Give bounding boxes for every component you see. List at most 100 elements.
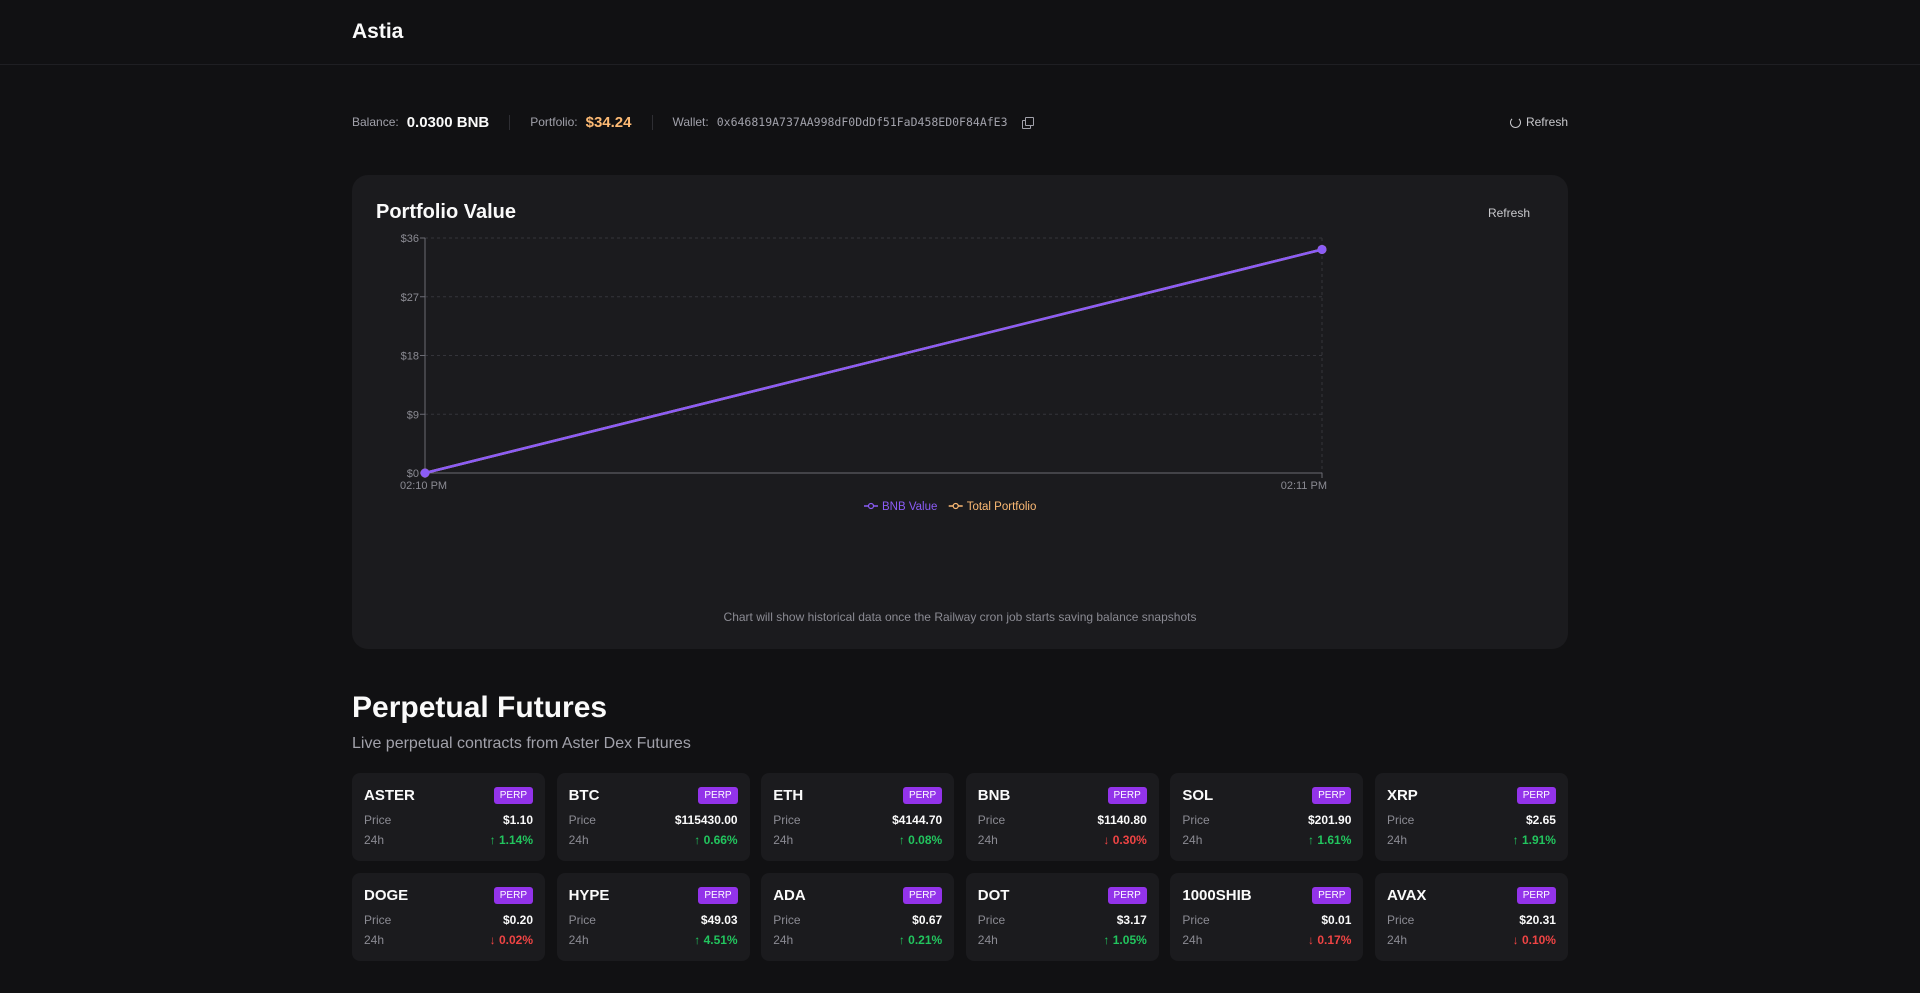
market-price: $4144.70	[892, 813, 943, 827]
change-row: 24h ↓ 0.17%	[1182, 933, 1351, 947]
tile-header: ETH PERP	[773, 785, 943, 805]
tile-header: ASTER PERP	[364, 785, 533, 805]
market-price: $201.90	[1307, 813, 1352, 827]
change-row: 24h ↑ 0.08%	[773, 833, 942, 847]
legend-label: BNB Value	[882, 501, 937, 513]
tile-header: DOT PERP	[978, 885, 1147, 905]
portfolio-value-card: Portfolio Value Refresh $0 $9 $18 $27 $36 02:…	[352, 175, 1568, 649]
portfolio-value: $34.24	[585, 113, 632, 131]
legend-marker	[952, 502, 959, 510]
market-tile-xrp[interactable]: XRP PERP Price $2.65 24h ↑ 1.91%	[1374, 773, 1568, 861]
market-price: $0.20	[502, 913, 533, 927]
price-row: Price $1.10	[364, 813, 533, 827]
portfolio-line-chart: $0 $9 $18 $27 $36 02:10 PM 02:11 PM BNB Value To…	[400, 233, 1327, 513]
price-row: Price $49.03	[569, 913, 738, 927]
change-label: 24h	[568, 933, 589, 947]
market-tile-hype[interactable]: HYPE PERP Price $49.03 24h ↑ 4.51%	[556, 873, 750, 961]
market-symbol: ETH	[773, 786, 804, 804]
market-tile-dot[interactable]: DOT PERP Price $3.17 24h ↑ 1.05%	[965, 873, 1159, 961]
refresh-button[interactable]: Refresh	[1509, 115, 1568, 129]
market-change: ↓ 0.17%	[1308, 933, 1352, 947]
market-symbol: HYPE	[568, 886, 610, 904]
market-symbol: SOL	[1182, 786, 1214, 804]
refresh-icon	[1509, 116, 1521, 128]
balance-label: Balance:	[352, 115, 399, 129]
data-point	[1317, 244, 1327, 254]
app-logo[interactable]: Astia	[352, 20, 404, 43]
market-price: $1.10	[502, 813, 533, 827]
market-tile-ada[interactable]: ADA PERP Price $0.67 24h ↑ 0.21%	[761, 873, 955, 961]
portfolio-label: Portfolio:	[530, 115, 578, 129]
price-label: Price	[977, 813, 1006, 827]
market-symbol: XRP	[1386, 786, 1418, 804]
market-symbol: BTC	[568, 786, 600, 804]
market-change: ↑ 1.91%	[1512, 833, 1556, 847]
stats-bar: Balance: 0.0300 BNB Portfolio: $34.24 Wa…	[352, 107, 1568, 137]
price-label: Price	[977, 913, 1006, 927]
price-row: Price $0.01	[1182, 913, 1351, 927]
tile-header: HYPE PERP	[569, 885, 738, 905]
change-row: 24h ↓ 0.10%	[1387, 933, 1556, 947]
divider	[651, 114, 653, 130]
change-row: 24h ↑ 1.05%	[978, 933, 1147, 947]
change-row: 24h ↓ 0.02%	[364, 933, 533, 947]
copy-icon[interactable]	[1021, 116, 1034, 129]
futures-subtitle: Live perpetual contracts from Aster Dex …	[352, 735, 691, 752]
market-tile-sol[interactable]: SOL PERP Price $201.90 24h ↑ 1.61%	[1170, 773, 1364, 861]
market-symbol: ASTER	[364, 786, 415, 804]
market-symbol: DOGE	[364, 886, 409, 904]
market-change: ↑ 1.14%	[489, 833, 533, 847]
price-row: Price $0.20	[364, 913, 533, 927]
market-change: ↓ 0.10%	[1512, 933, 1556, 947]
market-symbol: AVAX	[1386, 886, 1427, 904]
tile-header: SOL PERP	[1182, 785, 1352, 805]
market-tile-1000shib[interactable]: 1000SHIB PERP Price $0.01 24h ↓ 0.17%	[1170, 873, 1364, 961]
top-bar: Astia	[0, 0, 1920, 65]
x-tick-label: 02:11 PM	[1281, 480, 1327, 492]
change-row: 24h ↑ 1.14%	[364, 833, 533, 847]
tile-header: BTC PERP	[569, 785, 738, 805]
price-label: Price	[364, 913, 392, 927]
market-price: $0.01	[1321, 913, 1352, 927]
perp-badge: PERP	[1107, 786, 1147, 804]
change-label: 24h	[568, 833, 589, 847]
y-tick-label: $36	[401, 233, 419, 245]
price-row: Price $1140.80	[978, 813, 1147, 827]
change-label: 24h	[773, 833, 794, 847]
market-symbol: ADA	[773, 886, 806, 904]
market-tile-eth[interactable]: ETH PERP Price $4144.70 24h ↑ 0.08%	[761, 773, 955, 861]
market-tile-btc[interactable]: BTC PERP Price $115430.00 24h ↑ 0.66%	[556, 773, 750, 861]
balance-stat: Balance: 0.0300 BNB	[352, 114, 489, 131]
market-tile-bnb[interactable]: BNB PERP Price $1140.80 24h ↓ 0.30%	[965, 773, 1159, 861]
change-label: 24h	[364, 933, 385, 947]
market-tile-aster[interactable]: ASTER PERP Price $1.10 24h ↑ 1.14%	[352, 773, 545, 861]
change-label: 24h	[1386, 833, 1407, 847]
perp-badge: PERP	[1312, 886, 1352, 904]
price-row: Price $3.17	[978, 913, 1147, 927]
change-label: 24h	[773, 933, 794, 947]
market-change: ↓ 0.02%	[489, 933, 533, 947]
price-row: Price $115430.00	[569, 813, 738, 827]
market-tile-doge[interactable]: DOGE PERP Price $0.20 24h ↓ 0.02%	[352, 873, 545, 961]
market-price: $0.67	[912, 913, 943, 927]
change-label: 24h	[1182, 933, 1203, 947]
tile-header: XRP PERP	[1387, 785, 1556, 805]
price-label: Price	[773, 813, 801, 827]
market-symbol: DOT	[977, 886, 1010, 904]
perp-badge: PERP	[698, 886, 738, 904]
market-price: $20.31	[1519, 913, 1556, 927]
price-label: Price	[773, 913, 801, 927]
price-row: Price $201.90	[1182, 813, 1351, 827]
perp-badge: PERP	[1107, 886, 1147, 904]
perp-badge: PERP	[698, 786, 738, 804]
legend-label: Total Portfolio	[967, 501, 1037, 513]
market-tile-avax[interactable]: AVAX PERP Price $20.31 24h ↓ 0.10%	[1374, 873, 1568, 961]
y-tick-label: $18	[401, 351, 419, 363]
market-price: $49.03	[700, 913, 738, 927]
tile-header: AVAX PERP	[1387, 885, 1556, 905]
price-label: Price	[1182, 913, 1210, 927]
perp-badge: PERP	[493, 786, 533, 804]
change-row: 24h ↑ 4.51%	[569, 933, 738, 947]
tile-header: 1000SHIB PERP	[1182, 885, 1352, 905]
chart-refresh-button[interactable]: Refresh	[1487, 206, 1530, 220]
